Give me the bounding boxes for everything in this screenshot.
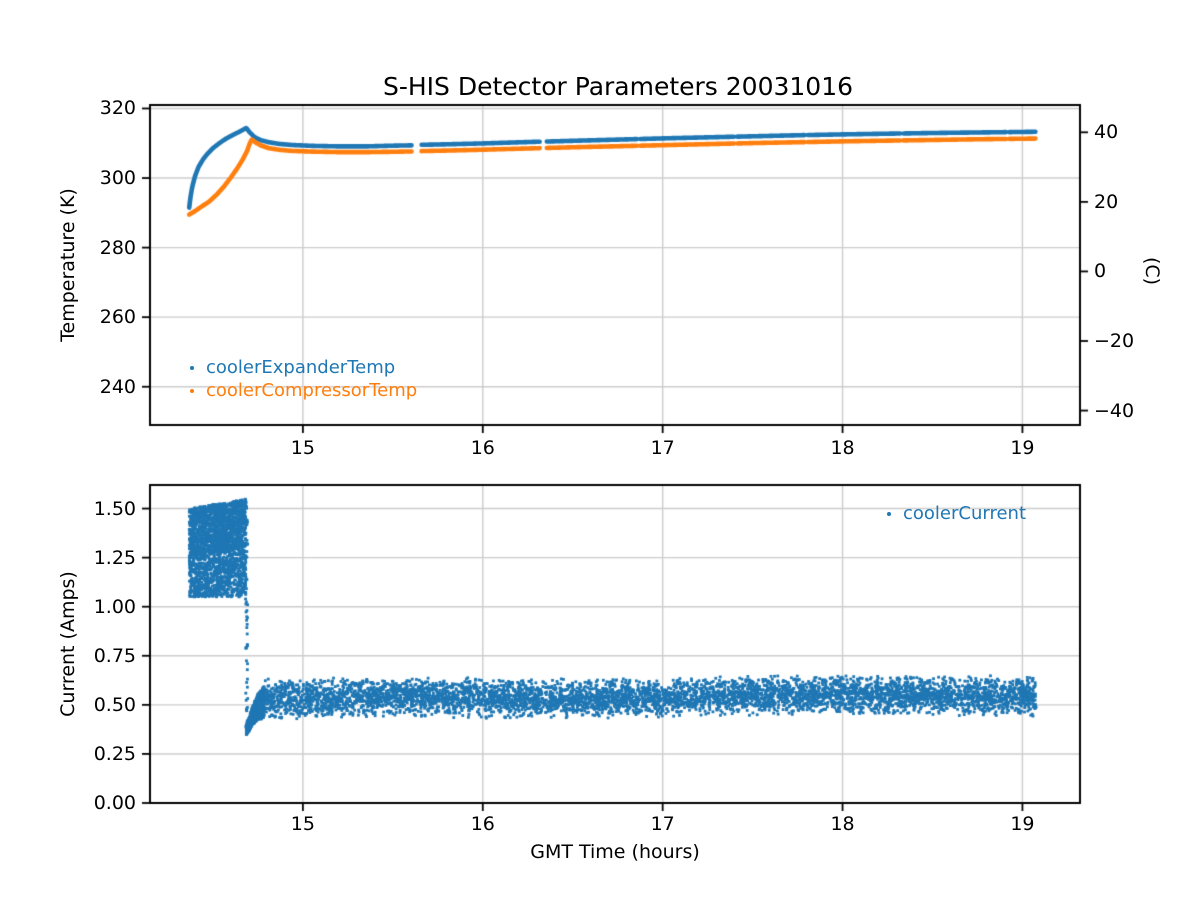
top-right-y-tick-label: 0: [1094, 260, 1107, 283]
bottom-x-tick-label: 17: [650, 813, 675, 835]
bottom-legend: coolerCurrent: [879, 502, 1026, 525]
top-right-y-tick-label: −40: [1094, 399, 1135, 422]
bottom-x-tick-label: 18: [830, 813, 855, 835]
legend-entry-current: coolerCurrent: [879, 502, 1026, 525]
bottom-y-tick-label: 0.75: [93, 644, 136, 667]
top-x-tick-label: 16: [470, 437, 495, 459]
legend-marker-compressor-icon: [190, 388, 194, 393]
top-y-tick-label: 300: [99, 167, 136, 190]
top-legend: coolerExpanderTemp coolerCompressorTemp: [182, 356, 417, 402]
legend-entry-compressor: coolerCompressorTemp: [182, 379, 417, 402]
top-x-tick-label: 17: [650, 437, 675, 459]
legend-marker-expander-icon: [190, 365, 194, 370]
legend-label-expander: coolerExpanderTemp: [206, 357, 396, 378]
bottom-x-tick-label: 15: [290, 813, 315, 835]
top-right-y-tick-label: 40: [1094, 121, 1119, 144]
top-x-tick-label: 18: [830, 437, 855, 459]
bottom-y-tick-label: 1.25: [93, 546, 136, 569]
legend-label-compressor: coolerCompressorTemp: [206, 380, 418, 401]
top-y-axis-label: Temperature (K): [57, 188, 79, 342]
top-x-tick-label: 19: [1010, 437, 1035, 459]
bottom-y-tick-label: 0.25: [93, 742, 136, 765]
legend-entry-expander: coolerExpanderTemp: [182, 356, 417, 379]
top-right-y-tick-label: −20: [1094, 330, 1135, 352]
bottom-y-tick-label: 0.50: [93, 693, 136, 716]
bottom-y-tick-label: 1.00: [93, 595, 136, 618]
top-x-tick-label: 15: [290, 437, 315, 459]
top-right-y-tick-label: 20: [1094, 190, 1119, 213]
top-y-tick-label: 240: [99, 375, 136, 398]
figure-title: S-HIS Detector Parameters 20031016: [382, 72, 854, 101]
x-axis-label: GMT Time (hours): [530, 841, 700, 863]
top-y-tick-label: 320: [99, 97, 136, 120]
top-right-axis-label: (C): [1141, 256, 1163, 286]
top-y-tick-label: 260: [99, 306, 136, 329]
bottom-x-tick-label: 19: [1010, 813, 1035, 835]
bottom-y-axis-label: Current (Amps): [57, 571, 79, 717]
bottom-y-tick-label: 1.50: [93, 497, 136, 520]
bottom-x-tick-label: 16: [470, 813, 495, 835]
legend-label-current: coolerCurrent: [903, 503, 1027, 524]
top-y-tick-label: 280: [99, 236, 136, 259]
legend-marker-current-icon: [887, 511, 891, 516]
bottom-y-tick-label: 0.00: [93, 792, 136, 814]
